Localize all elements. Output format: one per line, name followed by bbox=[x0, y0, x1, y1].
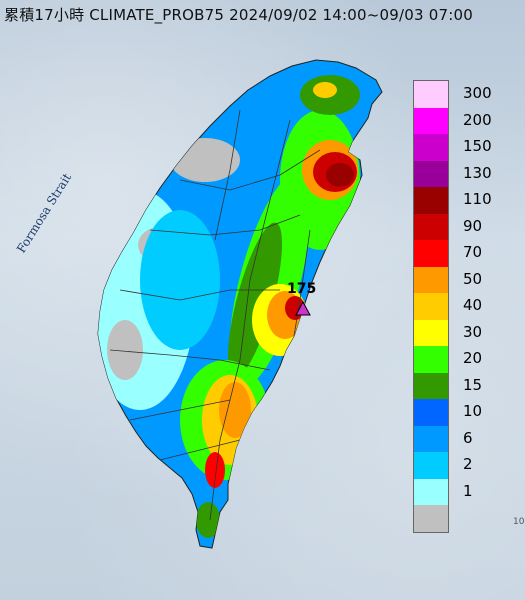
zone-south-tip-green bbox=[196, 502, 220, 538]
legend-swatch bbox=[414, 293, 448, 320]
legend-swatch bbox=[414, 107, 448, 134]
legend-label: 20 bbox=[463, 349, 483, 367]
legend-label: 40 bbox=[463, 296, 483, 314]
legend-label: 90 bbox=[463, 216, 483, 235]
zone-central-dkgreen bbox=[227, 222, 283, 378]
zone-northeast-dkred bbox=[326, 163, 354, 187]
zone-west-grey-2 bbox=[107, 320, 143, 380]
legend-label: 2 bbox=[463, 455, 473, 473]
legend-label: 50 bbox=[463, 269, 483, 288]
legend-label: 30 bbox=[463, 322, 483, 341]
legend-label: 110 bbox=[463, 190, 492, 208]
zone-south-red bbox=[205, 452, 225, 488]
legend-label: 6 bbox=[463, 428, 473, 447]
legend-label: 130 bbox=[463, 163, 492, 182]
legend-label: 300 bbox=[463, 84, 492, 102]
legend-swatch bbox=[414, 372, 448, 399]
legend-label: 15 bbox=[463, 375, 483, 394]
boundary-lines bbox=[109, 109, 321, 521]
legend-swatch bbox=[414, 319, 448, 346]
legend-swatch bbox=[414, 505, 448, 532]
legend-swatch bbox=[414, 160, 448, 187]
legend-swatch bbox=[414, 240, 448, 267]
map-title: 累積17小時 CLIMATE_PROB75 2024/09/02 14:00~0… bbox=[4, 6, 473, 24]
legend-label: 1 bbox=[463, 481, 473, 500]
legend-swatch bbox=[414, 134, 448, 161]
peak-station-value: 175 bbox=[287, 281, 317, 297]
legend-label: 70 bbox=[463, 243, 483, 261]
zone-south-orange bbox=[219, 382, 251, 438]
legend-swatch bbox=[414, 81, 448, 108]
legend-swatch bbox=[414, 346, 448, 373]
legend-label: 10 bbox=[463, 402, 483, 420]
legend-swatch bbox=[414, 399, 448, 426]
zone-north-yellow bbox=[313, 82, 337, 98]
legend-colorbar bbox=[413, 80, 449, 533]
legend-label: 150 bbox=[463, 137, 492, 155]
legend-swatch bbox=[414, 452, 448, 479]
zone-west-cyan bbox=[140, 210, 220, 350]
legend-swatch bbox=[414, 425, 448, 452]
legend-swatch bbox=[414, 213, 448, 240]
legend-swatch bbox=[414, 266, 448, 293]
legend-label: 200 bbox=[463, 110, 492, 129]
peak-station-marker-icon bbox=[295, 300, 311, 316]
map-edge-text: 10 bbox=[513, 517, 525, 527]
legend-swatch bbox=[414, 478, 448, 505]
legend-swatch bbox=[414, 187, 448, 214]
